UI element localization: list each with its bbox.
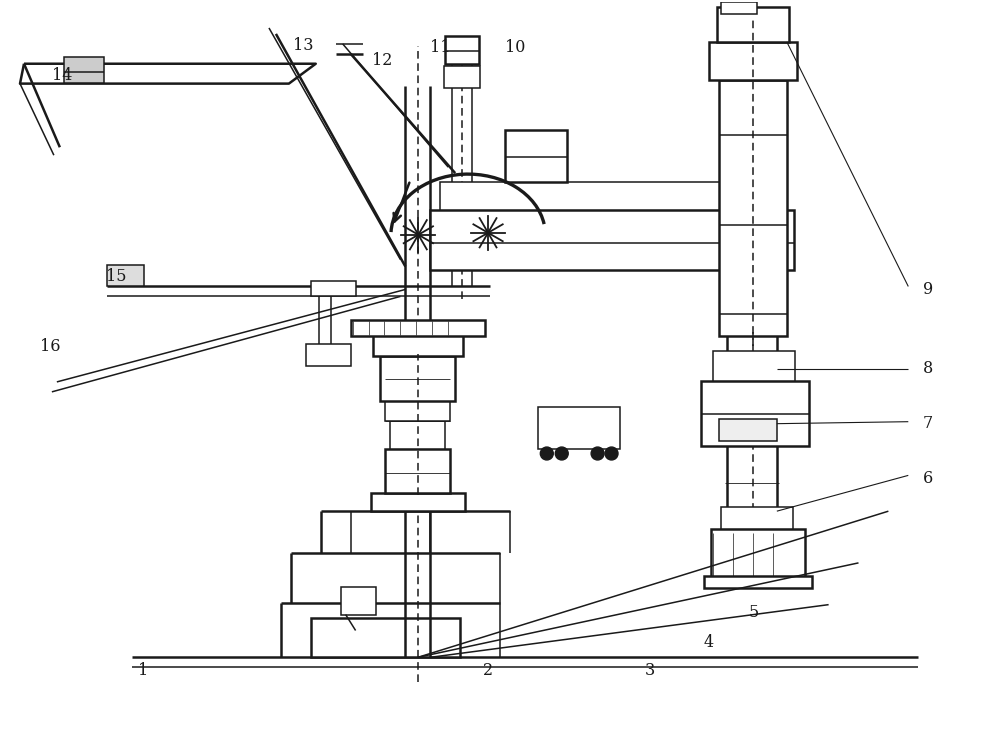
Text: 3: 3 [644,662,654,679]
Bar [444,66,480,87]
Bar [709,42,797,80]
Bar [373,334,463,356]
Bar [717,7,789,42]
Bar [445,36,479,64]
Bar [440,182,784,210]
Bar [385,401,450,421]
Bar [719,418,777,440]
Bar [390,421,445,448]
Text: 10: 10 [505,40,525,57]
Text: 11: 11 [430,40,450,57]
Bar [721,507,793,529]
Bar [385,448,450,493]
Bar [341,586,376,614]
Bar [701,381,809,446]
Bar [351,320,485,336]
Bar [107,264,144,286]
Bar [306,344,351,366]
Bar [713,351,795,381]
Text: 9: 9 [923,281,933,298]
Bar [704,575,812,588]
Text: 15: 15 [106,268,127,285]
Circle shape [555,447,568,460]
Text: 14: 14 [52,68,72,84]
Bar [721,2,757,14]
Text: 5: 5 [749,604,759,621]
Text: 13: 13 [293,37,313,54]
Bar [311,617,460,658]
Bar [380,356,455,401]
Text: 8: 8 [923,360,933,377]
Circle shape [540,447,553,460]
Circle shape [605,447,618,460]
Text: 16: 16 [40,338,60,355]
Bar [430,210,794,269]
Bar [371,493,465,511]
Text: 4: 4 [704,634,714,651]
Bar [505,131,567,182]
Text: 1: 1 [138,662,149,679]
Text: 7: 7 [923,415,933,432]
Text: 6: 6 [923,470,933,487]
Bar [719,80,787,336]
Bar [711,529,805,581]
Bar [311,281,356,297]
Circle shape [591,447,604,460]
Text: 2: 2 [483,662,493,679]
Bar [64,57,104,83]
Bar [538,407,620,448]
Text: 12: 12 [372,52,393,69]
